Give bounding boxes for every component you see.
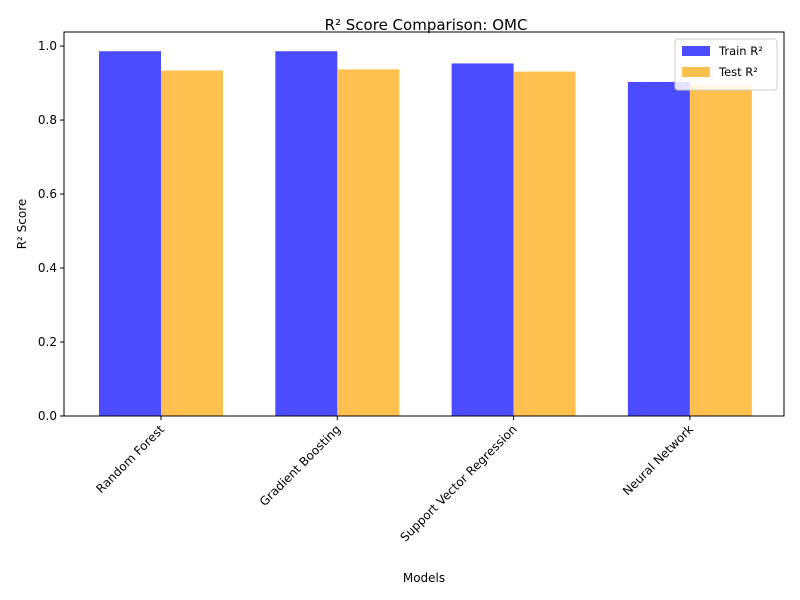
x-tick-label: Support Vector Regression [397, 422, 519, 544]
x-tick-label: Neural Network [620, 422, 696, 498]
x-axis-ticks: Random Forest Gradient Boosting Support Ve… [93, 416, 696, 545]
plot-frame [63, 31, 785, 417]
y-axis-label: R² Score [15, 199, 29, 250]
legend: Train R² Test R² [674, 38, 778, 91]
x-tick-label: Random Forest [93, 422, 167, 496]
y-tick-label: 1.0 [38, 39, 57, 53]
bar-train-1 [275, 51, 338, 416]
bar-test-1 [337, 69, 400, 416]
chart-title: R² Score Comparison: OMC [325, 16, 528, 34]
bar-train-2 [451, 63, 514, 416]
y-tick-label: 0.8 [38, 113, 57, 127]
y-tick-label: 0.4 [38, 261, 57, 275]
bar-test-0 [161, 70, 223, 416]
bar-train-3 [627, 81, 690, 416]
y-axis-ticks: 0.0 0.2 0.4 0.6 0.8 1.0 [38, 39, 64, 423]
x-tick-label: Gradient Boosting [257, 422, 344, 509]
legend-swatch-test [682, 67, 710, 77]
y-tick-label: 0.6 [38, 187, 57, 201]
legend-label-test: Test R² [718, 65, 758, 79]
y-tick-label: 0.0 [38, 409, 57, 423]
x-axis-label: Models [403, 571, 445, 585]
legend-swatch-train [682, 46, 710, 56]
legend-label-train: Train R² [718, 44, 763, 58]
bar-test-2 [513, 71, 576, 417]
bar-test-3 [689, 84, 752, 416]
y-tick-label: 0.2 [38, 335, 57, 349]
bar-train-0 [99, 51, 161, 416]
bars-group [99, 51, 752, 417]
